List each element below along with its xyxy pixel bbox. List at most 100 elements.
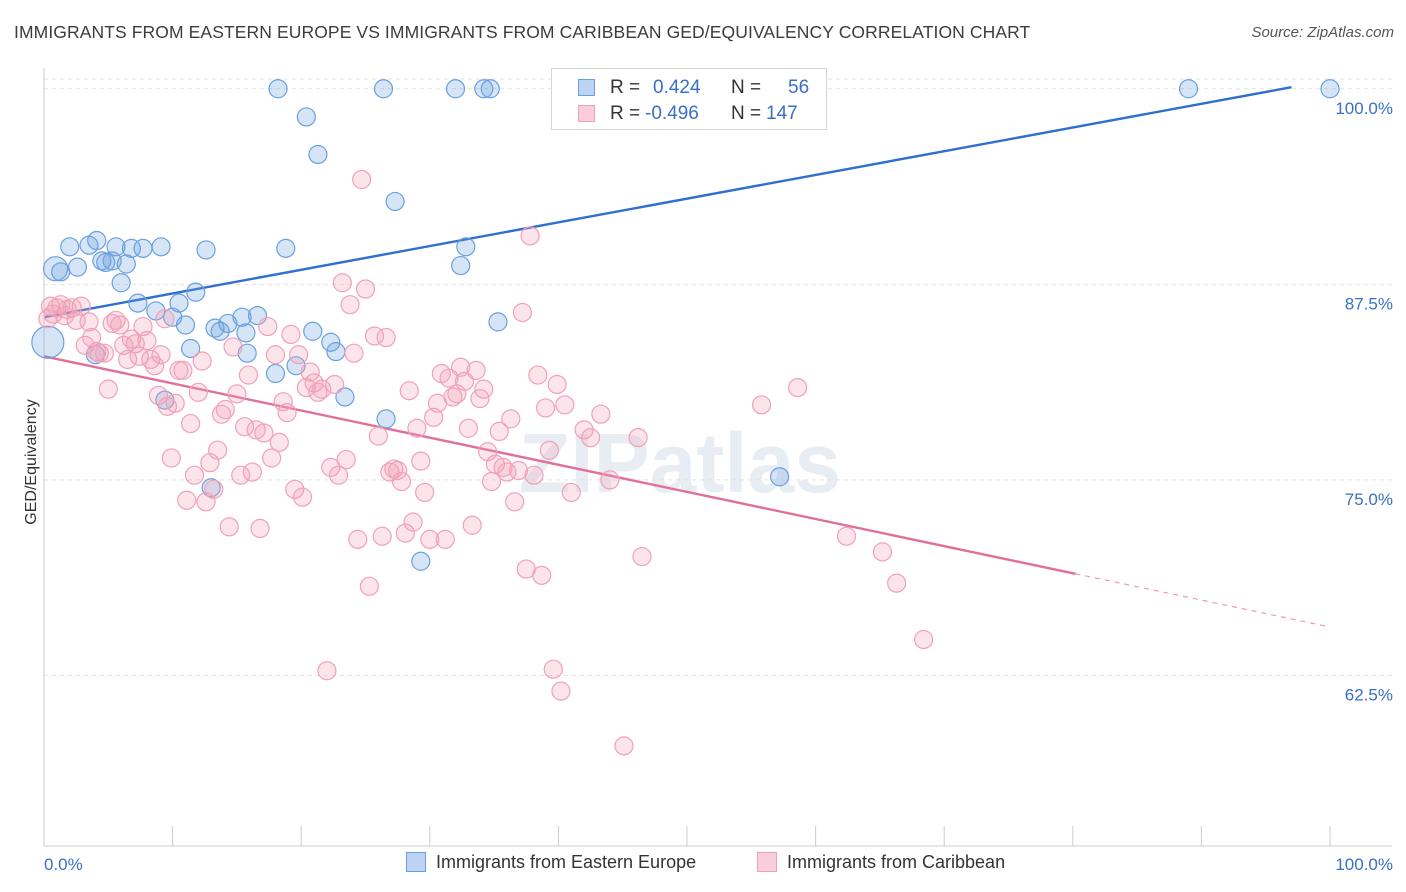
point-eastern-europe [133, 238, 153, 258]
point-caribbean [561, 482, 581, 503]
point-caribbean [223, 337, 243, 357]
point-caribbean [591, 404, 611, 424]
point-eastern-europe [335, 387, 355, 407]
legend-row-caribbean: R = -0.496 N = 147 [552, 101, 826, 127]
point-caribbean [466, 360, 486, 380]
point-caribbean [489, 421, 509, 442]
point-caribbean [470, 388, 490, 409]
legend-row-eastern-europe: R = 0.424 N = 56 [552, 75, 826, 101]
point-caribbean [328, 465, 349, 485]
point-caribbean [181, 413, 201, 434]
point-caribbean [355, 279, 376, 299]
point-caribbean [836, 526, 857, 546]
point-caribbean [887, 573, 907, 593]
point-caribbean [528, 365, 548, 385]
point-caribbean [628, 428, 648, 448]
bottom-legend-swatch-blue [406, 852, 426, 872]
y-axis-label: GED/Equivalency [23, 399, 40, 524]
point-caribbean [462, 515, 482, 535]
point-caribbean [144, 356, 165, 376]
point-caribbean [262, 448, 282, 468]
point-eastern-europe [31, 325, 65, 359]
point-eastern-europe [411, 551, 431, 571]
point-eastern-europe [106, 237, 126, 257]
source-label: Source: ZipAtlas.com [1251, 24, 1394, 41]
point-eastern-europe [87, 230, 107, 251]
point-caribbean [751, 395, 772, 415]
point-eastern-europe [321, 332, 341, 352]
point-caribbean [312, 379, 332, 399]
point-eastern-europe [151, 237, 171, 257]
point-eastern-europe [60, 237, 80, 257]
point-eastern-europe [276, 238, 296, 258]
point-caribbean [133, 316, 153, 337]
point-eastern-europe [51, 262, 71, 282]
point-caribbean [81, 327, 102, 348]
point-eastern-europe [196, 240, 216, 260]
point-eastern-europe [121, 238, 142, 258]
legend-n-label: N = [731, 103, 762, 124]
bottom-legend-label: Immigrants from Eastern Europe [436, 852, 697, 872]
point-caribbean [285, 479, 305, 499]
trend-line-eastern-europe [43, 86, 1292, 319]
point-eastern-europe [181, 338, 201, 359]
point-caribbean [344, 343, 364, 363]
y-tick-label: 62.5% [1345, 685, 1393, 704]
point-eastern-europe [116, 254, 136, 274]
x-tick-label: 100.0% [1335, 855, 1393, 874]
point-caribbean [543, 659, 563, 679]
point-caribbean [273, 392, 293, 412]
legend-r-label: R = [610, 77, 641, 98]
point-caribbean [94, 343, 115, 363]
point-eastern-europe [169, 293, 189, 313]
point-caribbean [407, 418, 427, 438]
point-caribbean [184, 465, 205, 485]
point-eastern-europe [102, 251, 122, 271]
point-eastern-europe [1178, 79, 1199, 99]
point-caribbean [420, 529, 440, 549]
point-caribbean [258, 316, 278, 337]
point-caribbean [98, 379, 118, 399]
point-caribbean [435, 529, 455, 549]
point-caribbean [508, 460, 529, 481]
point-eastern-europe [128, 293, 148, 313]
point-caribbean [332, 273, 352, 293]
y-tick-label: 75.0% [1345, 490, 1393, 509]
point-caribbean [395, 523, 415, 543]
point-eastern-europe [67, 257, 88, 277]
point-caribbean [399, 381, 419, 401]
point-caribbean [411, 451, 431, 471]
point-caribbean [321, 457, 341, 477]
point-eastern-europe [237, 343, 257, 363]
legend-r-value: 0.424 [653, 77, 701, 98]
point-caribbean [265, 345, 286, 365]
bottom-legend-swatch-pink [757, 852, 777, 872]
bottom-legend-eastern-europe: Immigrants from Eastern Europe [406, 852, 696, 876]
point-caribbean [40, 296, 61, 316]
point-caribbean [173, 360, 193, 380]
point-caribbean [137, 331, 157, 351]
data-points [31, 79, 1340, 756]
point-eastern-europe [175, 315, 196, 335]
point-eastern-europe [232, 307, 252, 327]
trend-line-caribbean [43, 355, 1076, 575]
point-caribbean [451, 357, 471, 377]
point-caribbean [289, 345, 309, 365]
point-caribbean [281, 324, 301, 345]
point-eastern-europe [296, 107, 316, 127]
point-caribbean [161, 448, 181, 468]
point-caribbean [914, 629, 934, 650]
point-caribbean [391, 471, 412, 492]
point-caribbean [227, 384, 247, 404]
point-caribbean [269, 432, 289, 452]
x-tick-label: 0.0% [44, 855, 83, 874]
point-caribbean [600, 470, 620, 490]
legend-swatch-blue [578, 79, 595, 96]
legend-r-label: R = [610, 103, 641, 124]
point-caribbean [512, 302, 532, 323]
point-caribbean [340, 295, 360, 315]
point-caribbean [235, 417, 255, 437]
point-caribbean [403, 512, 423, 532]
point-eastern-europe [308, 144, 328, 165]
point-eastern-europe [376, 409, 396, 429]
